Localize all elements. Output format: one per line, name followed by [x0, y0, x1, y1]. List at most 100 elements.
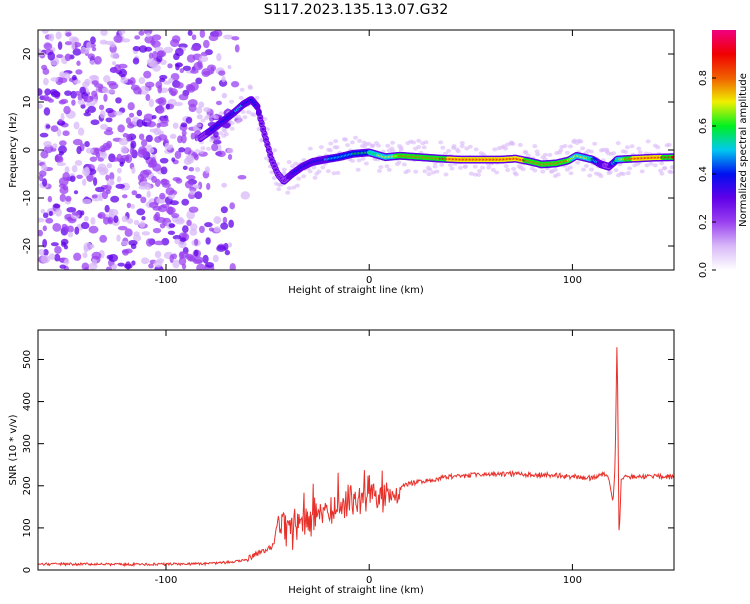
- colorbar-tick-label: 0.4: [698, 166, 709, 182]
- halo-blob: [230, 127, 235, 131]
- noise-blob: [214, 226, 221, 232]
- noise-blob: [76, 61, 80, 66]
- noise-blob: [59, 151, 64, 155]
- noise-blob: [35, 103, 43, 109]
- halo-blob: [350, 159, 355, 163]
- noise-blob: [216, 53, 221, 61]
- noise-blob: [127, 124, 134, 129]
- noise-blob: [128, 240, 138, 246]
- halo-blob: [630, 144, 635, 148]
- noise-blob: [58, 119, 62, 124]
- halo-blob: [505, 168, 510, 172]
- halo-blob: [399, 148, 404, 152]
- noise-blob: [123, 133, 129, 138]
- noise-blob: [205, 237, 210, 244]
- halo-blob: [547, 153, 552, 157]
- halo-blob: [406, 169, 411, 173]
- noise-blob: [203, 255, 209, 264]
- ridge-core: [258, 117, 262, 120]
- halo-blob: [287, 186, 292, 190]
- halo-blob: [611, 151, 616, 155]
- noise-blob: [211, 86, 216, 91]
- noise-blob: [94, 56, 102, 65]
- noise-blob: [51, 242, 59, 246]
- halo-blob: [621, 172, 626, 176]
- halo-blob: [200, 146, 205, 150]
- halo-blob: [592, 142, 597, 146]
- halo-blob: [385, 144, 390, 148]
- halo-blob: [416, 145, 421, 149]
- noise-blob: [183, 166, 188, 170]
- noise-blob: [72, 75, 77, 81]
- halo-blob: [361, 157, 366, 161]
- noise-blob: [131, 204, 135, 209]
- halo-blob: [640, 169, 645, 173]
- noise-blob: [96, 152, 100, 159]
- noise-blob: [61, 239, 69, 245]
- noise-blob: [117, 168, 122, 174]
- noise-blob: [99, 235, 107, 243]
- noise-blob: [57, 162, 66, 166]
- noise-blob: [105, 174, 109, 180]
- noise-blob: [118, 64, 128, 69]
- snr-x-tick-label: 100: [563, 575, 582, 586]
- halo-blob: [219, 111, 224, 115]
- noise-blob: [105, 117, 112, 122]
- noise-blob: [84, 96, 88, 102]
- halo-blob: [434, 170, 439, 174]
- noise-blob: [170, 134, 177, 139]
- noise-blob: [107, 255, 114, 260]
- noise-blob: [82, 199, 91, 205]
- noise-blob: [130, 148, 135, 155]
- halo-blob: [458, 166, 463, 170]
- ridge-core: [260, 122, 264, 125]
- noise-blob: [117, 124, 125, 132]
- spectrogram-x-label: Height of straight line (km): [288, 285, 424, 296]
- halo-blob: [636, 147, 641, 151]
- snr-y-tick-label: 400: [22, 392, 33, 411]
- halo-blob: [646, 139, 651, 143]
- noise-blob: [225, 250, 230, 255]
- noise-blob: [105, 108, 113, 113]
- noise-blob: [231, 81, 239, 87]
- halo-blob: [667, 143, 672, 147]
- snr-y-tick-label: 0: [22, 567, 33, 573]
- noise-blob: [125, 228, 133, 237]
- noise-blob: [74, 227, 79, 235]
- halo-blob: [229, 100, 234, 104]
- noise-blob: [172, 35, 181, 43]
- noise-blob: [64, 245, 68, 250]
- snr-x-label: Height of straight line (km): [288, 585, 424, 596]
- noise-blob: [78, 128, 84, 136]
- halo-blob: [353, 136, 358, 140]
- noise-blob: [43, 97, 52, 101]
- noise-blob: [204, 222, 213, 227]
- noise-blob: [92, 47, 96, 52]
- noise-blob: [121, 241, 129, 246]
- noise-blob: [193, 259, 203, 264]
- noise-blob: [229, 202, 235, 209]
- noise-blob: [146, 238, 153, 246]
- halo-blob: [328, 141, 333, 145]
- noise-blob: [52, 223, 61, 232]
- halo-blob: [296, 177, 301, 181]
- noise-blob: [102, 191, 108, 200]
- noise-blob: [180, 237, 186, 242]
- noise-blob: [181, 122, 187, 127]
- noise-blob: [58, 77, 68, 83]
- spectrogram-heatmap: [33, 27, 675, 274]
- noise-blob: [91, 119, 100, 125]
- noise-blob: [235, 44, 240, 52]
- colorbar-tick-label: 0.2: [698, 214, 709, 230]
- noise-blob: [90, 217, 95, 225]
- noise-blob: [120, 77, 128, 84]
- halo-blob: [655, 145, 660, 149]
- halo-blob: [614, 168, 619, 172]
- noise-blob: [154, 136, 162, 143]
- snr-y-label: SNR (10 * v/v): [8, 414, 19, 485]
- halo-blob: [276, 187, 281, 191]
- noise-blob: [56, 31, 62, 39]
- noise-blob: [43, 141, 51, 147]
- noise-blob: [135, 194, 141, 199]
- noise-blob: [49, 211, 53, 216]
